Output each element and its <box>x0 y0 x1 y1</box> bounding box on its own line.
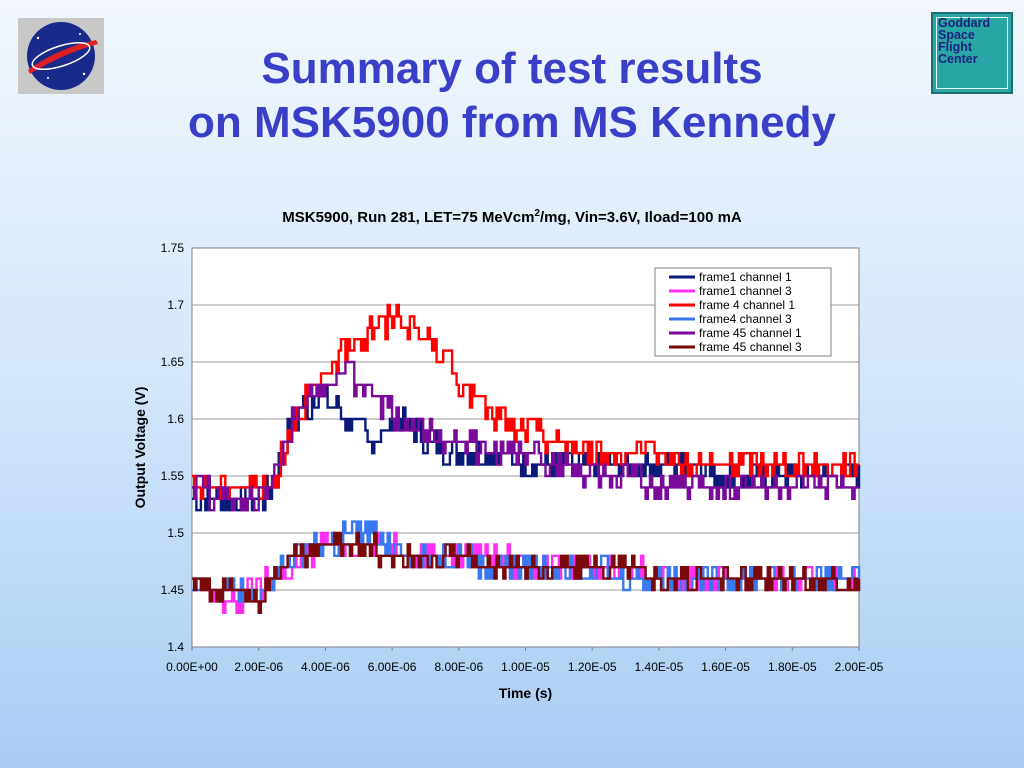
chart-title-prefix: MSK5900, Run 281, LET=75 MeVcm <box>282 209 535 226</box>
x-tick-label: 4.00E-06 <box>301 660 350 674</box>
slide-title-line1: Summary of test results <box>261 44 763 93</box>
x-tick-label: 1.80E-05 <box>768 660 817 674</box>
legend-box <box>654 267 832 357</box>
legend-entry: frame 45 channel 1 <box>699 326 802 340</box>
chart-title-suffix: /mg, Vin=3.6V, Iload=100 mA <box>539 209 742 226</box>
gsfc-logo-line: Center <box>938 52 978 66</box>
legend-entry: frame4 channel 3 <box>699 312 792 326</box>
y-tick-label: 1.5 <box>167 526 184 540</box>
y-tick-label: 1.4 <box>167 640 184 654</box>
series-line-3 <box>192 303 859 500</box>
x-tick-label: 6.00E-06 <box>368 660 417 674</box>
x-tick-label: 0.00E+00 <box>166 660 218 674</box>
x-tick-label: 1.00E-05 <box>501 660 550 674</box>
x-tick-label: 2.00E-06 <box>234 660 283 674</box>
y-tick-label: 1.55 <box>161 469 185 483</box>
y-tick-label: 1.75 <box>161 241 185 255</box>
x-tick-label: 8.00E-06 <box>434 660 483 674</box>
legend-entry: frame1 channel 3 <box>699 284 792 298</box>
y-tick-label: 1.6 <box>167 412 184 426</box>
x-ticks: 0.00E+00 2.00E-06 4.00E-06 6.00E-06 8.00E-06… <box>166 647 884 674</box>
y-tick-label: 1.7 <box>167 298 184 312</box>
y-tick-label: 1.65 <box>161 355 185 369</box>
y-axis-label: Output Voltage (V) <box>132 387 148 509</box>
chart-title: MSK5900, Run 281, LET=75 MeVcm2/mg, Vin=… <box>0 208 1024 226</box>
series-line-5 <box>192 360 859 512</box>
x-tick-label: 1.40E-05 <box>635 660 684 674</box>
legend-entry: frame 45 channel 3 <box>699 340 802 354</box>
gsfc-logo-line: Flight <box>938 40 973 54</box>
legend-entry: frame1 channel 1 <box>699 270 792 284</box>
slide-title-line2: on MSK5900 from MS Kennedy <box>188 98 836 147</box>
slide-title: Summary of test results on MSK5900 from … <box>0 42 1024 150</box>
x-tick-label: 2.00E-05 <box>835 660 884 674</box>
chart-title-sup: 2 <box>534 208 540 219</box>
series-line-6 <box>192 531 861 614</box>
gsfc-logo-line: Space <box>938 28 975 42</box>
gsfc-logo-line: Goddard <box>938 16 991 30</box>
nasa-logo <box>18 18 104 94</box>
y-ticks: 1.4 1.45 1.5 1.55 1.6 1.65 1.7 1.75 <box>161 241 185 654</box>
series-group <box>192 303 861 614</box>
gsfc-logo: Goddard Space Flight Center <box>931 12 1013 94</box>
y-tick-label: 1.45 <box>161 583 185 597</box>
legend-entry: frame 4 channel 1 <box>699 298 795 312</box>
x-tick-label: 1.60E-05 <box>701 660 750 674</box>
x-tick-label: 1.20E-05 <box>568 660 617 674</box>
x-axis-label: Time (s) <box>499 685 552 701</box>
